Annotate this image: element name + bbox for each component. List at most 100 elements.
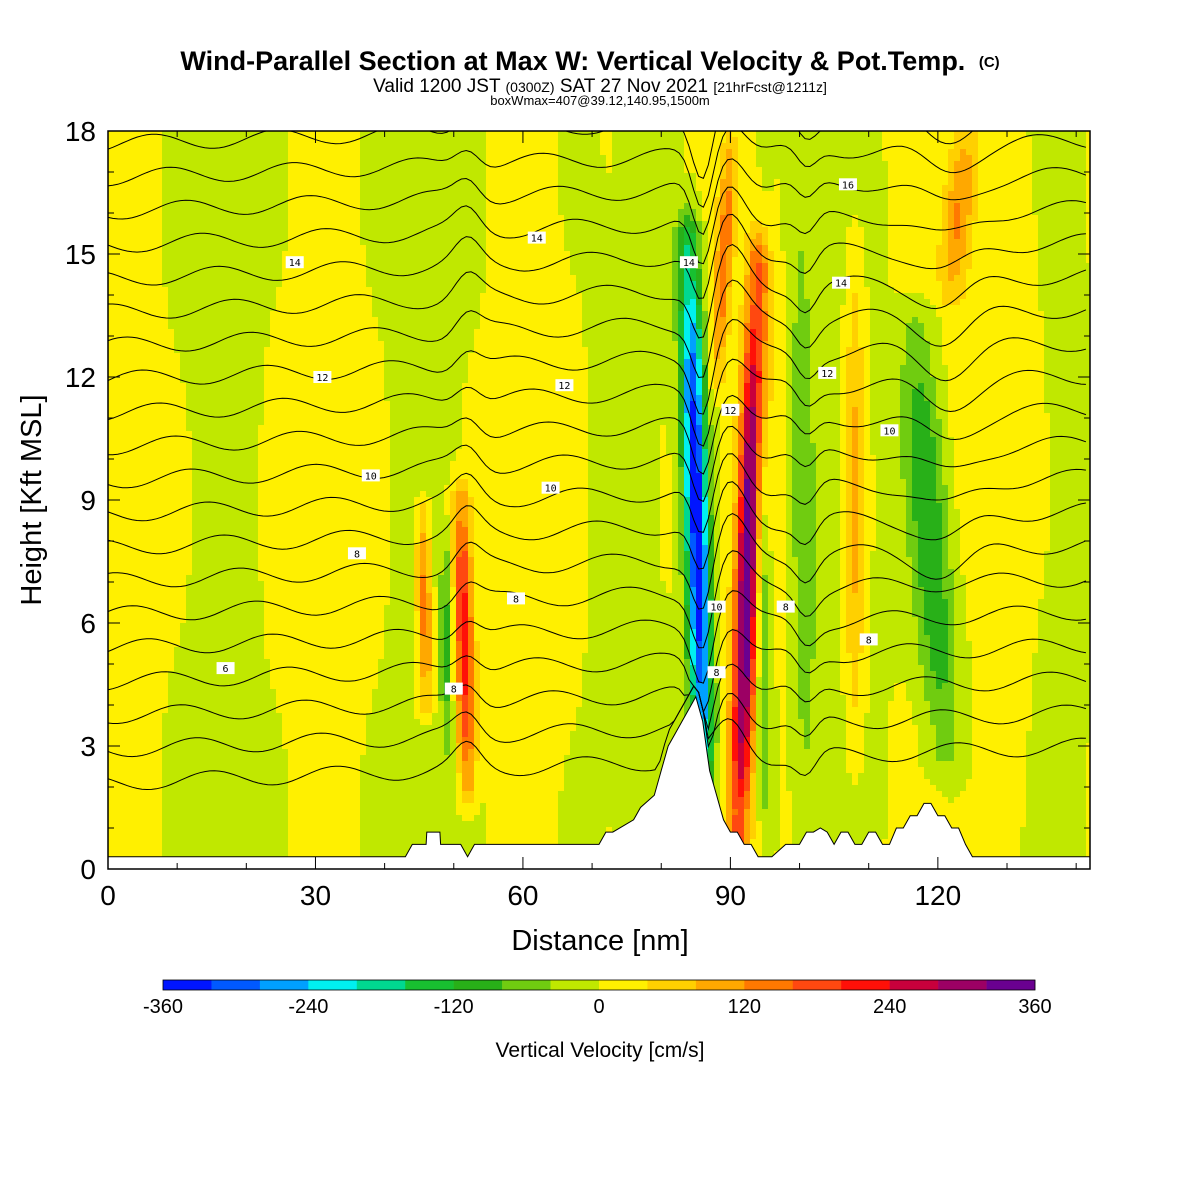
velocity-cell [324,845,331,852]
velocity-cell [126,557,133,564]
velocity-cell [144,449,151,456]
velocity-cell [150,683,157,690]
velocity-cell [114,803,121,810]
velocity-cell [120,803,127,810]
velocity-cell [132,557,139,564]
velocity-cell [198,335,205,342]
velocity-cell [150,437,157,444]
velocity-cell [108,431,115,438]
velocity-cell [132,497,139,504]
velocity-cell [288,743,295,750]
velocity-cell [126,851,133,858]
velocity-cell [288,551,295,558]
velocity-cell [132,755,139,762]
velocity-cell [204,539,211,546]
velocity-cell [228,137,235,144]
velocity-cell [240,785,247,792]
velocity-cell [162,713,169,720]
velocity-cell [138,731,145,738]
velocity-cell [192,251,199,258]
velocity-cell [282,311,289,318]
velocity-cell [114,737,121,744]
velocity-cell [222,809,229,816]
velocity-cell [198,653,205,660]
velocity-cell [348,371,355,378]
velocity-cell [216,455,223,462]
velocity-cell [306,239,313,246]
velocity-cell [240,323,247,330]
velocity-cell [138,407,145,414]
velocity-cell [240,581,247,588]
velocity-cell [264,347,271,354]
velocity-cell [138,737,145,744]
velocity-cell [252,401,259,408]
velocity-cell [288,539,295,546]
velocity-cell [132,269,139,276]
velocity-cell [114,815,121,822]
velocity-cell [342,713,349,720]
velocity-cell [210,239,217,246]
velocity-cell [330,539,337,546]
velocity-cell [228,185,235,192]
velocity-cell [300,653,307,660]
velocity-cell [192,209,199,216]
velocity-cell [288,167,295,174]
velocity-cell [312,401,319,408]
velocity-cell [168,407,175,414]
velocity-cell [186,641,193,648]
velocity-cell [324,347,331,354]
velocity-cell [240,509,247,516]
velocity-cell [240,371,247,378]
velocity-cell [318,725,325,732]
velocity-cell [198,311,205,318]
velocity-cell [318,155,325,162]
velocity-cell [114,263,121,270]
velocity-cell [234,707,241,714]
velocity-cell [222,833,229,840]
velocity-cell [288,395,295,402]
velocity-cell [114,713,121,720]
velocity-cell [120,185,127,192]
velocity-cell [330,575,337,582]
velocity-cell [294,551,301,558]
velocity-cell [210,809,217,816]
velocity-cell [276,557,283,564]
velocity-cell [318,629,325,636]
velocity-cell [168,833,175,840]
velocity-cell [156,323,163,330]
velocity-cell [312,593,319,600]
velocity-cell [306,431,313,438]
chart-title: Wind-Parallel Section at Max W: Vertical… [180,46,999,76]
velocity-cell [312,713,319,720]
velocity-cell [276,773,283,780]
velocity-cell [210,779,217,786]
velocity-cell [174,611,181,618]
velocity-cell [144,749,151,756]
velocity-cell [312,749,319,756]
velocity-cell [336,419,343,426]
velocity-cell [240,725,247,732]
velocity-cell [324,413,331,420]
velocity-cell [270,821,277,828]
velocity-cell [348,149,355,156]
velocity-cell [162,407,169,414]
velocity-cell [330,359,337,366]
velocity-cell [270,281,277,288]
velocity-cell [276,281,283,288]
velocity-cell [300,395,307,402]
velocity-cell [192,311,199,318]
velocity-cell [174,767,181,774]
velocity-cell [204,545,211,552]
velocity-cell [162,473,169,480]
velocity-cell [162,323,169,330]
velocity-cell [180,473,187,480]
velocity-cell [318,221,325,228]
velocity-cell [198,167,205,174]
velocity-cell [138,761,145,768]
velocity-cell [282,563,289,570]
velocity-cell [108,653,115,660]
velocity-cell [180,143,187,150]
velocity-cell [132,527,139,534]
velocity-cell [282,773,289,780]
velocity-cell [174,275,181,282]
